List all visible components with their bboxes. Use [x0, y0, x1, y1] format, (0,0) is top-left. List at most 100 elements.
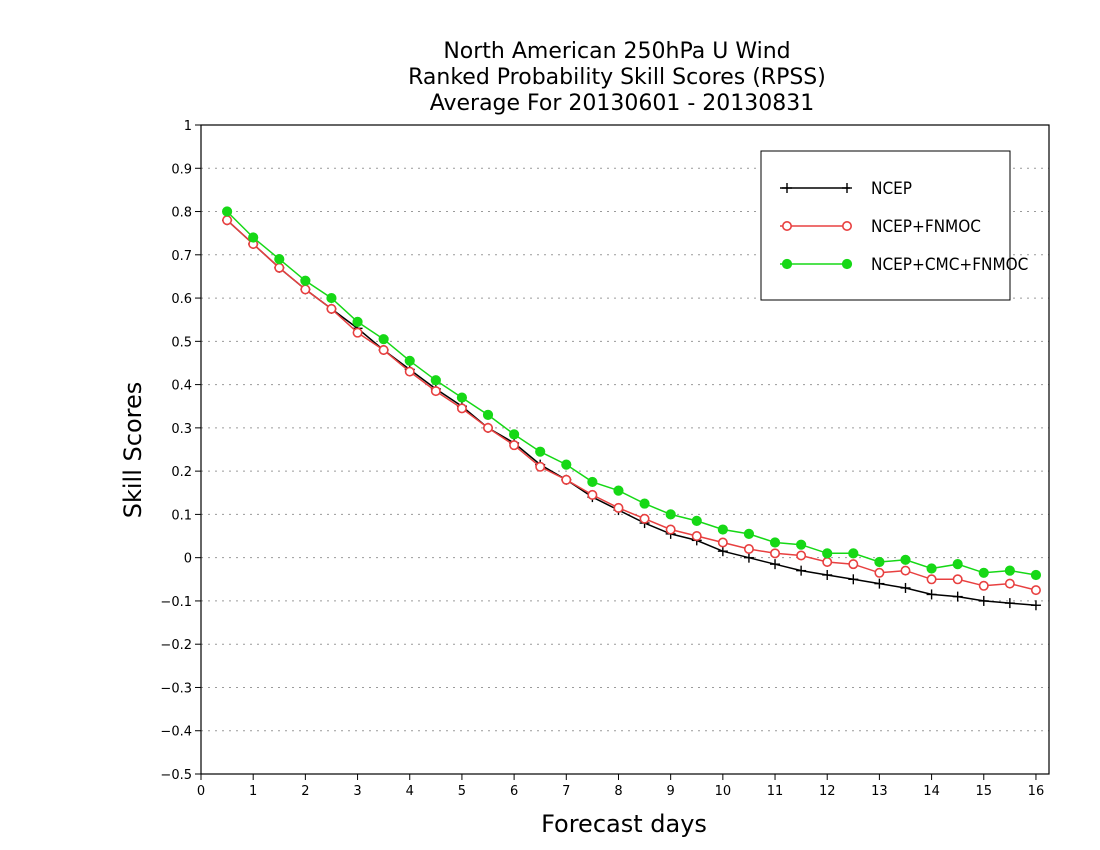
y-tick-label: 0.6 — [171, 292, 192, 307]
data-point — [952, 591, 963, 602]
data-point — [691, 515, 702, 526]
data-point — [770, 548, 781, 559]
x-tick-label: 6 — [510, 784, 518, 799]
y-tick-label: 0.5 — [171, 335, 192, 350]
y-tick-label: 0.8 — [171, 206, 192, 221]
x-tick-label: 9 — [667, 784, 675, 799]
series-ncep-cmc-fnmoc — [221, 206, 1042, 581]
data-point — [665, 524, 676, 535]
data-point — [874, 567, 885, 578]
y-tick-label: 1 — [184, 119, 192, 134]
data-point — [639, 498, 650, 509]
title-line-1: North American 250hPa U Wind — [443, 39, 790, 64]
data-point — [535, 446, 546, 457]
data-point — [352, 316, 363, 327]
data-point — [300, 284, 311, 295]
legend-marker — [782, 183, 792, 193]
data-point — [1004, 565, 1015, 576]
data-point — [926, 589, 937, 600]
data-point — [274, 262, 285, 273]
data-point — [900, 582, 911, 593]
y-tick-label: 0.4 — [171, 379, 192, 394]
legend-marker — [842, 183, 852, 193]
data-point — [952, 559, 963, 570]
y-tick-label: 0.3 — [171, 422, 192, 437]
data-point — [378, 334, 389, 345]
data-point — [874, 578, 885, 589]
data-point — [770, 559, 781, 570]
data-point — [1030, 569, 1042, 581]
data-point — [352, 327, 363, 338]
data-point — [561, 459, 572, 470]
data-point — [639, 513, 650, 524]
x-tick-label: 3 — [353, 784, 361, 799]
data-point — [743, 544, 754, 555]
data-point — [691, 531, 702, 542]
title-line-3: Average For 20130601 - 20130831 — [430, 91, 815, 116]
data-point — [404, 366, 415, 377]
data-point — [848, 548, 859, 559]
legend-label: NCEP+FNMOC — [871, 217, 981, 237]
y-tick-label: 0.7 — [171, 249, 192, 264]
data-point — [483, 422, 494, 433]
legend-entry: NCEP+FNMOC — [780, 217, 981, 237]
data-point — [796, 539, 807, 550]
data-point — [822, 548, 833, 559]
x-tick-label: 14 — [923, 784, 940, 799]
data-point — [613, 485, 624, 496]
data-point — [378, 344, 389, 355]
data-point — [978, 595, 989, 606]
x-tick-label: 5 — [458, 784, 466, 799]
data-point — [509, 440, 520, 451]
legend-label: NCEP+CMC+FNMOC — [871, 255, 1028, 275]
data-point — [900, 565, 911, 576]
legend-marker — [781, 258, 793, 270]
gridlines — [201, 167, 1049, 732]
data-point — [952, 574, 963, 585]
data-point — [326, 292, 337, 304]
axes: 1 0.9 0.8 0.7 0.6 0.5 0.4 0.3 0.2 0.1 0 −0.1 −0.2 −0.… — [160, 119, 1050, 799]
data-point — [326, 303, 337, 314]
y-tick-label: 0 — [184, 552, 192, 567]
data-point — [300, 275, 311, 286]
data-point — [769, 537, 781, 548]
series-ncep-fnmoc — [222, 215, 1041, 596]
plot-frame — [200, 124, 1050, 775]
y-axis-label: Skill Scores — [119, 382, 147, 519]
data-point — [665, 509, 676, 520]
data-point — [587, 476, 598, 488]
data-point — [978, 567, 989, 578]
legend: NCEP NCEP+FNMOC NCEP+CMC+FNMOC — [760, 150, 1028, 301]
x-tick-label: 1 — [249, 784, 257, 799]
data-point — [404, 355, 415, 366]
x-tick-label: 11 — [767, 784, 784, 799]
data-point — [456, 403, 467, 414]
data-point — [430, 386, 441, 397]
series-lines — [221, 206, 1042, 611]
data-point — [613, 502, 624, 513]
data-point — [743, 552, 754, 563]
data-point — [717, 537, 728, 548]
data-point — [1030, 585, 1041, 596]
legend-label: NCEP — [871, 179, 912, 199]
data-point — [796, 550, 807, 561]
data-point — [900, 554, 911, 565]
data-point — [848, 574, 859, 585]
data-point — [430, 375, 441, 386]
data-point — [848, 559, 859, 570]
data-point — [822, 556, 833, 567]
y-tick-label: 0.2 — [171, 465, 192, 480]
data-point — [717, 546, 728, 557]
legend-marker — [841, 221, 852, 232]
x-axis-label: Forecast days — [541, 810, 707, 838]
y-tick-label: 0.1 — [171, 508, 192, 523]
data-point — [1004, 578, 1015, 589]
y-tick-label: −0.4 — [160, 725, 192, 740]
data-point — [509, 429, 520, 440]
legend-entry: NCEP+CMC+FNMOC — [780, 255, 1028, 275]
data-point — [222, 215, 233, 226]
data-point — [561, 474, 572, 485]
x-tick-label: 13 — [871, 784, 888, 799]
x-tick-label: 16 — [1028, 784, 1045, 799]
